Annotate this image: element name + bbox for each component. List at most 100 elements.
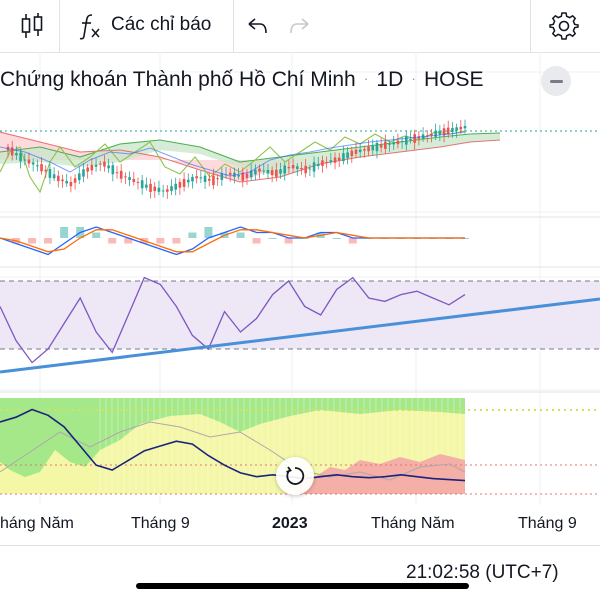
candle-body: [61, 179, 64, 182]
candle-body: [384, 141, 387, 149]
candle-body: [350, 150, 354, 157]
candle-body: [337, 157, 341, 161]
reset-icon: [286, 466, 305, 485]
senkou-span-a: [0, 132, 501, 163]
candle-body: [98, 163, 102, 165]
candle-body: [115, 172, 119, 174]
candle-body: [44, 169, 48, 172]
macd-hist-bar: [172, 238, 181, 244]
candle-body: [262, 170, 266, 172]
candle-body: [237, 174, 240, 177]
macd-hist-bar: [44, 238, 53, 244]
clock[interactable]: 21:02:58 (UTC+7): [406, 562, 559, 583]
candle-body: [459, 126, 463, 130]
candle-body: [103, 161, 106, 167]
rsi-pane: [0, 276, 600, 374]
top-toolbar: Các chỉ báo: [0, 0, 600, 53]
candle-body: [82, 169, 85, 177]
candle-body: [178, 181, 182, 188]
symbol-interval[interactable]: 1D: [376, 68, 404, 91]
indicators-label[interactable]: Các chỉ báo: [111, 14, 212, 35]
macd-hist-bar: [284, 238, 293, 244]
macd-pane: [0, 226, 469, 256]
candle-body: [279, 169, 282, 174]
macd-hist-bar: [204, 227, 213, 238]
macd-hist-bar: [332, 238, 341, 239]
candle-body: [409, 138, 412, 140]
candle-body: [124, 176, 127, 178]
undo-icon: [248, 18, 267, 34]
candle-body: [19, 152, 22, 162]
candle-body: [325, 161, 328, 163]
candle-body: [275, 169, 278, 177]
candle-body: [367, 146, 370, 152]
time-axis[interactable]: háng Năm Tháng 9 2023 Tháng Năm Tháng 9: [0, 505, 600, 545]
macd-line: [0, 226, 465, 256]
macd-hist-bar: [268, 238, 277, 239]
candle-body: [375, 142, 379, 152]
candle-body: [73, 178, 77, 183]
candle-body: [199, 177, 203, 179]
macd-hist-bar: [92, 232, 101, 238]
collapse-legend-button[interactable]: [541, 66, 571, 96]
indicators-button[interactable]: [70, 0, 110, 52]
time-tick: Tháng 9: [518, 515, 577, 532]
candle-body: [90, 164, 94, 171]
candle-body: [430, 133, 433, 136]
osc-red-bars: [300, 454, 465, 494]
candle-body: [354, 149, 358, 154]
candle-body: [52, 174, 56, 179]
macd-hist-bar: [124, 238, 133, 244]
candle-body: [295, 166, 299, 169]
candle-body: [128, 177, 131, 181]
time-tick: Tháng 9: [131, 515, 190, 532]
candle-body: [203, 175, 207, 182]
reset-chart-button[interactable]: [276, 457, 314, 495]
chart-area[interactable]: [0, 52, 600, 505]
candle-body: [153, 186, 157, 192]
symbol-title: Chứng khoán Thành phố Hồ Chí Minh · 1D · HOS…: [0, 68, 484, 91]
candle-body: [379, 144, 383, 148]
macd-hist-bar: [348, 238, 357, 244]
gear-icon: [549, 12, 579, 40]
candle-body: [207, 178, 211, 181]
candle-body: [241, 172, 245, 181]
candlestick-icon: [21, 13, 43, 38]
candle-body: [220, 173, 224, 180]
candle-body: [333, 157, 337, 163]
candle-body: [446, 127, 450, 135]
candle-body: [400, 140, 404, 142]
time-tick: 2023: [272, 515, 308, 532]
candle-body: [77, 173, 81, 181]
candle-body: [388, 143, 391, 145]
candle-body: [300, 167, 303, 170]
candle-body: [438, 130, 442, 135]
candle-body: [36, 165, 39, 167]
candle-body: [48, 168, 52, 178]
signal-line: [0, 229, 465, 253]
settings-button[interactable]: [544, 0, 584, 52]
symbol-name: Chứng khoán Thành phố Hồ Chí Minh: [0, 68, 356, 91]
minus-icon: [549, 79, 563, 83]
candle-body: [249, 170, 253, 178]
candle-body: [283, 165, 287, 174]
lagging-span: [0, 130, 466, 194]
candle-body: [451, 127, 454, 132]
time-tick: Tháng Năm: [371, 515, 455, 532]
conversion-line: [0, 131, 466, 177]
candle-body: [358, 149, 362, 153]
oscillator-pane: [0, 398, 600, 495]
redo-button[interactable]: [285, 0, 313, 52]
chart-type-button[interactable]: [8, 0, 56, 52]
candle-body: [270, 170, 274, 176]
candle-body: [145, 184, 148, 188]
candle-body: [312, 162, 316, 172]
price-pane: [0, 119, 600, 199]
candle-body: [434, 130, 437, 137]
undo-button[interactable]: [244, 0, 272, 52]
candle-body: [170, 186, 173, 192]
candle-body: [132, 178, 136, 182]
senkou-span-b: [0, 131, 501, 183]
status-bar: 21:02:58 (UTC+7): [0, 545, 600, 601]
candle-body: [157, 187, 161, 192]
